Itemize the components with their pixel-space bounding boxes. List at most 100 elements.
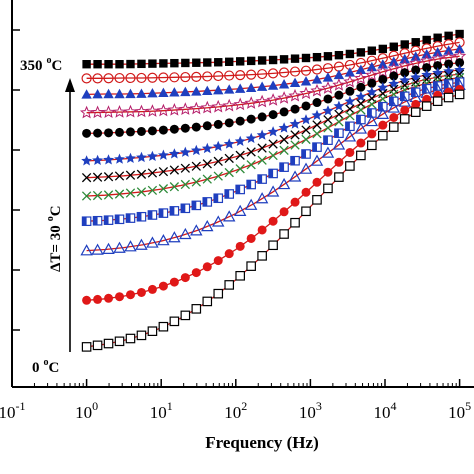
data-point-140 <box>213 171 223 181</box>
data-point-50 <box>389 112 399 122</box>
data-point-140 <box>81 191 92 201</box>
data-point-290 <box>355 64 367 74</box>
data-point-170 <box>268 139 278 149</box>
data-point-50 <box>104 293 114 303</box>
data-point-80 <box>157 234 170 246</box>
data-point-80 <box>201 219 214 232</box>
data-point-50 <box>257 225 267 235</box>
data-point-140 <box>257 155 267 165</box>
data-point-350 <box>433 33 442 42</box>
data-point-140 <box>356 105 366 115</box>
data-point-230 <box>290 104 300 114</box>
data-point-110 <box>378 101 388 112</box>
data-point-0 <box>257 251 267 261</box>
data-point-110 <box>213 193 224 204</box>
data-point-0 <box>388 122 399 132</box>
data-point-200 <box>147 150 158 161</box>
data-point-80 <box>91 243 104 255</box>
data-point-140 <box>191 177 201 187</box>
data-point-290 <box>169 87 180 97</box>
data-point-350 <box>411 38 420 47</box>
data-point-110 <box>81 216 92 227</box>
data-point-80 <box>365 114 379 127</box>
data-point-200 <box>158 149 169 160</box>
data-point-350 <box>148 59 157 68</box>
data-point-290 <box>421 49 432 59</box>
data-point-80 <box>124 240 137 252</box>
data-point-50 <box>115 292 125 302</box>
data-point-350 <box>225 57 234 67</box>
data-point-260 <box>79 105 94 119</box>
data-point-320 <box>224 70 235 81</box>
data-markers <box>79 29 467 352</box>
data-point-350 <box>389 42 398 51</box>
data-point-230 <box>411 65 421 75</box>
data-point-350 <box>268 55 278 65</box>
data-point-0 <box>158 321 169 332</box>
data-point-200 <box>212 140 224 152</box>
data-point-320 <box>202 71 213 82</box>
data-point-80 <box>212 215 225 227</box>
data-point-170 <box>103 172 114 182</box>
data-point-110 <box>279 162 289 172</box>
data-point-320 <box>136 72 147 84</box>
data-point-50 <box>82 295 92 305</box>
data-point-200 <box>344 95 356 107</box>
data-point-50 <box>411 99 421 109</box>
data-point-80 <box>113 241 126 253</box>
data-point-230 <box>400 68 410 78</box>
data-point-50 <box>235 241 245 251</box>
data-point-290 <box>388 56 399 66</box>
data-point-80 <box>244 198 258 210</box>
data-point-0 <box>323 183 333 194</box>
data-point-290 <box>344 67 356 77</box>
data-point-170 <box>235 150 245 160</box>
data-point-260 <box>310 83 324 97</box>
data-point-80 <box>376 107 390 119</box>
data-point-260 <box>90 105 105 119</box>
data-point-350 <box>126 59 135 69</box>
data-point-50 <box>378 120 388 130</box>
data-point-320 <box>125 72 136 84</box>
data-point-0 <box>345 161 355 171</box>
data-point-290 <box>103 88 114 99</box>
data-point-230 <box>104 128 114 138</box>
data-point-230 <box>378 74 388 84</box>
annot-arrow-head <box>65 78 75 92</box>
data-point-80 <box>233 204 247 216</box>
data-point-110 <box>432 81 443 91</box>
data-point-350 <box>279 55 289 64</box>
data-point-320 <box>278 67 290 78</box>
data-point-0 <box>279 229 289 239</box>
data-point-350 <box>378 44 388 54</box>
data-point-50 <box>191 268 201 278</box>
data-point-260 <box>134 104 149 118</box>
data-point-110 <box>345 121 355 132</box>
data-point-140 <box>301 134 311 145</box>
data-point-110 <box>268 168 278 179</box>
data-point-230 <box>202 121 212 131</box>
data-point-110 <box>136 211 147 222</box>
data-point-290 <box>443 45 454 55</box>
data-point-350 <box>235 57 245 66</box>
data-point-320 <box>158 72 169 83</box>
data-point-290 <box>267 80 279 90</box>
data-point-230 <box>422 63 432 73</box>
data-point-80 <box>387 101 400 113</box>
data-point-140 <box>367 99 377 109</box>
data-point-230 <box>312 98 322 108</box>
data-point-260 <box>365 68 379 81</box>
data-point-290 <box>278 79 290 89</box>
plot-frame <box>11 0 474 388</box>
data-point-290 <box>245 82 257 92</box>
data-point-230 <box>125 127 135 137</box>
data-point-50 <box>301 187 311 197</box>
data-point-230 <box>169 124 179 134</box>
data-point-0 <box>443 92 454 103</box>
data-point-260 <box>277 91 291 104</box>
data-point-290 <box>158 87 169 97</box>
data-point-110 <box>158 208 169 218</box>
data-point-0 <box>180 310 191 321</box>
data-point-260 <box>321 81 335 94</box>
data-point-260 <box>332 78 346 91</box>
